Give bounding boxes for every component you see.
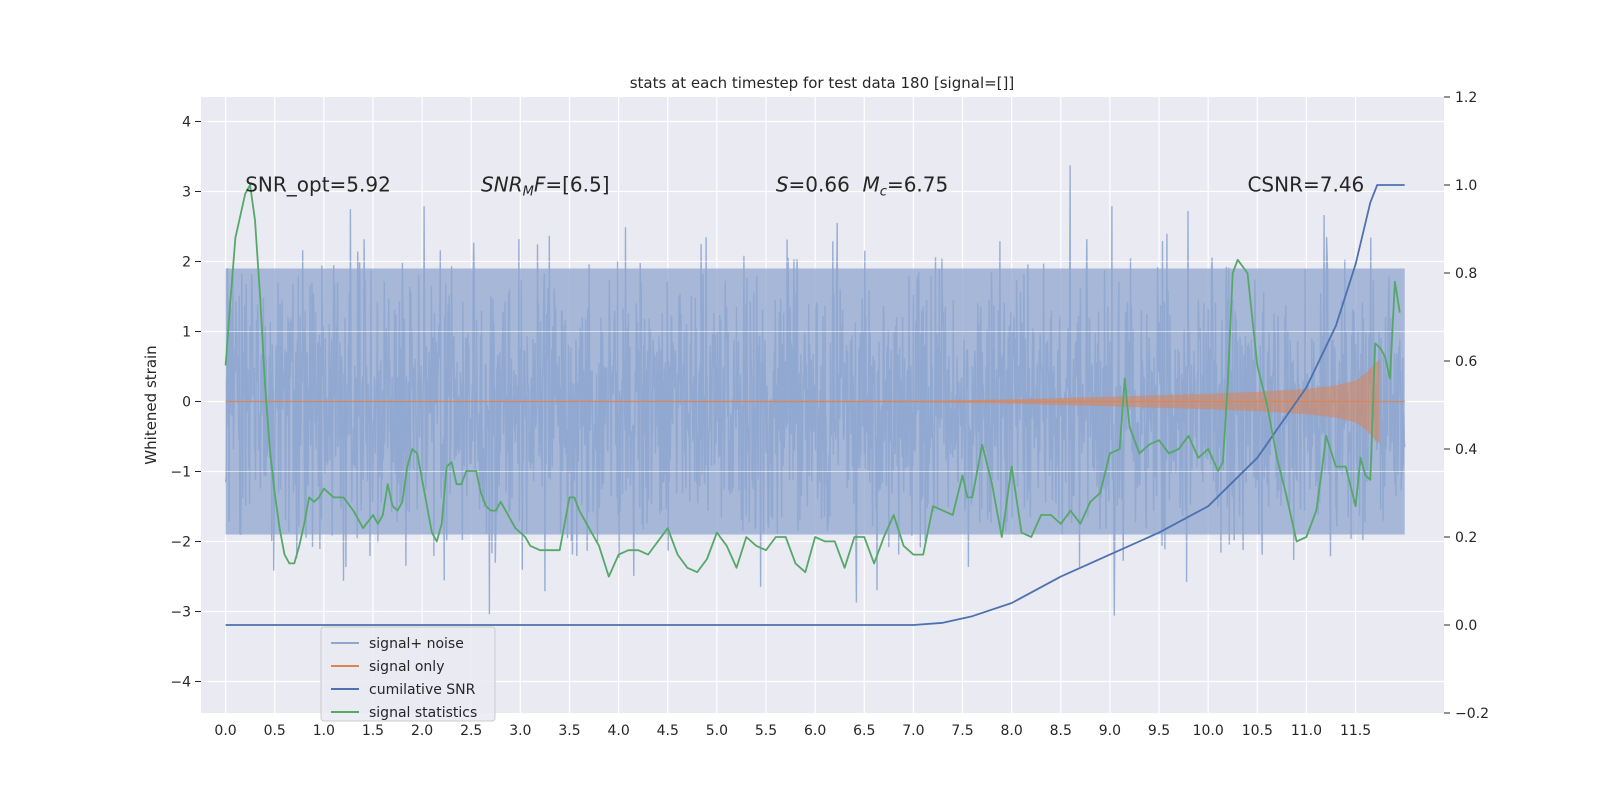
legend-label-1: signal+ noise [369,636,464,652]
annotation-snr-mf-f: F [534,173,546,197]
annotation-4: CSNR=7.46 [1247,173,1364,197]
x-tick-label: 1.0 [313,723,335,739]
legend-label-4: signal statistics [369,705,477,721]
annotations: SNR_opt=5.92 SNRMF=[6.5] S=0.66 Mc=6.75 CSN… [245,173,1364,200]
x-tick-label: 8.0 [1001,723,1023,739]
legend-frame [320,626,496,722]
x-tick-label: 10.0 [1193,723,1224,739]
x-tick-label: 5.0 [706,723,728,739]
x-tick-label: 3.5 [558,723,580,739]
right-axis-series [224,184,1405,626]
annotation-s-value: =0.66 [789,173,863,197]
y2-tick-label: 0.6 [1455,354,1477,370]
annotation-mc-sub: c [880,185,887,200]
x-tick-label: 6.5 [853,723,875,739]
y-axis-left: 4 3 2 1 0 −1 −2 −3 −4 [170,115,201,691]
series-cumulative-snr-line [225,184,1405,626]
chart-title: stats at each timestep for test data 180… [630,74,1015,92]
y2-tick-label: −0.2 [1455,706,1489,722]
x-tick-label: 1.5 [362,723,384,739]
noise-trace [224,165,1406,616]
series-signal-statistics-line [224,184,1401,578]
annotation-s-symbol: S [776,173,789,197]
series-signal-only [225,359,1405,444]
x-tick-label: 6.0 [804,723,826,739]
x-tick-label: 0.0 [214,723,236,739]
x-tick-label: 5.5 [755,723,777,739]
x-axis: 0.0 0.5 1.0 1.5 2.0 2.5 3.0 3.5 4.0 4.5 5.0 5.5 6.0 6… [214,723,1371,739]
annotation-mc-value: =6.75 [887,173,948,197]
x-tick-label: 4.0 [607,723,629,739]
y-tick-label: 2 [182,255,191,271]
x-tick-label: 8.5 [1050,723,1072,739]
y2-tick-label: 0.0 [1455,618,1477,634]
x-tick-label: 7.0 [902,723,924,739]
y2-tick-label: 0.2 [1455,530,1477,546]
x-tick-label: 4.5 [657,723,679,739]
x-tick-label: 11.5 [1340,723,1371,739]
legend-label-3: cumilative SNR [369,682,476,698]
x-tick-label: 0.5 [264,723,286,739]
annotation-2: SNRMF=[6.5] [481,173,609,200]
y-tick-label: −2 [170,535,191,551]
annotation-snr-mf-main: SNR [481,173,523,197]
legend-label-2: signal only [369,659,444,675]
y2-tick-label: 0.8 [1455,266,1477,282]
y-tick-label: 1 [182,325,191,341]
y-axis-right: 1.2 1.0 0.8 0.6 0.4 0.2 0.0 −0.2 [1444,90,1489,722]
x-tick-label: 3.0 [509,723,531,739]
y-axis-label: Whitened strain [142,345,160,464]
y-tick-label: −4 [170,675,191,691]
annotation-mc-symbol: M [863,173,880,197]
y-tick-label: 4 [182,115,191,131]
x-tick-label: 9.0 [1099,723,1121,739]
x-tick-label: 11.0 [1291,723,1322,739]
x-tick-label: 2.5 [460,723,482,739]
x-tick-label: 9.5 [1148,723,1170,739]
y2-tick-label: 1.2 [1455,90,1477,106]
x-tick-label: 7.5 [951,723,973,739]
annotation-snr-mf-sub: M [523,185,534,200]
y-tick-label: 0 [182,395,191,411]
annotation-3: S=0.66 Mc=6.75 [776,173,948,200]
annotation-1: SNR_opt=5.92 [245,173,391,197]
y-tick-label: −3 [170,605,191,621]
y2-tick-label: 0.4 [1455,442,1477,458]
y-tick-label: −1 [170,465,191,481]
annotation-snr-mf-value: =[6.5] [545,173,609,197]
y-tick-label: 3 [182,185,191,201]
legend: signal+ noise signal only cumilative SNR si… [320,626,496,722]
x-tick-label: 10.5 [1242,723,1273,739]
legend-items: signal+ noise signal only cumilative SNR si… [331,636,477,721]
y2-tick-label: 1.0 [1455,178,1477,194]
x-tick-label: 2.0 [411,723,433,739]
